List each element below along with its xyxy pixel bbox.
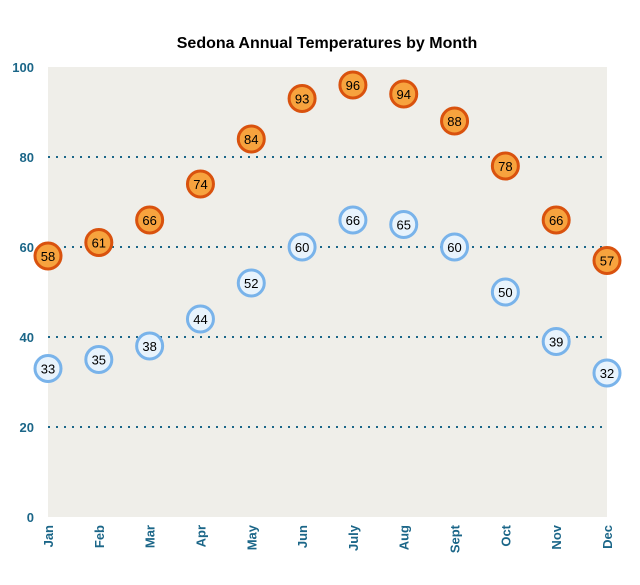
data-point bbox=[338, 70, 368, 100]
data-label: 65 bbox=[396, 218, 410, 233]
data-label: 38 bbox=[142, 339, 156, 354]
data-label: 33 bbox=[41, 362, 55, 377]
x-tick-label: Nov bbox=[549, 524, 564, 549]
data-label: 52 bbox=[244, 276, 258, 291]
y-tick-label: 80 bbox=[20, 150, 34, 165]
data-point bbox=[236, 268, 266, 298]
data-label: 32 bbox=[600, 366, 614, 381]
data-point bbox=[592, 358, 622, 388]
x-tick-label: Apr bbox=[193, 525, 208, 547]
data-label: 61 bbox=[92, 236, 106, 251]
data-point bbox=[33, 241, 63, 271]
x-tick-label: Mar bbox=[143, 525, 158, 548]
data-point bbox=[440, 106, 470, 136]
x-tick-label: Aug bbox=[397, 525, 412, 550]
x-tick-label: May bbox=[244, 524, 259, 550]
data-point bbox=[287, 84, 317, 113]
data-point bbox=[287, 232, 317, 262]
data-point bbox=[338, 205, 368, 235]
data-label: 50 bbox=[498, 285, 512, 300]
data-label: 35 bbox=[92, 353, 106, 368]
data-point bbox=[389, 79, 419, 109]
data-label: 66 bbox=[549, 213, 563, 228]
data-label: 60 bbox=[447, 240, 461, 255]
x-tick-label: Oct bbox=[498, 524, 513, 546]
data-point bbox=[541, 327, 571, 356]
data-point bbox=[490, 277, 520, 307]
data-label: 74 bbox=[193, 177, 207, 192]
data-label: 60 bbox=[295, 240, 309, 255]
data-label: 93 bbox=[295, 92, 309, 107]
data-point bbox=[541, 205, 571, 235]
data-point bbox=[135, 331, 165, 361]
data-point bbox=[490, 151, 520, 181]
data-label: 78 bbox=[498, 159, 512, 174]
data-point bbox=[185, 169, 215, 199]
data-point bbox=[389, 210, 419, 239]
data-label: 58 bbox=[41, 249, 55, 264]
data-point bbox=[135, 205, 165, 235]
data-point bbox=[185, 304, 215, 334]
y-tick-label: 100 bbox=[12, 60, 34, 75]
data-point bbox=[33, 354, 63, 383]
data-point bbox=[440, 232, 470, 262]
y-tick-label: 40 bbox=[20, 330, 34, 345]
x-tick-label: Dec bbox=[600, 525, 615, 549]
data-label: 66 bbox=[346, 213, 360, 228]
data-label: 96 bbox=[346, 78, 360, 93]
data-point bbox=[592, 246, 622, 275]
x-tick-label: Sept bbox=[448, 524, 463, 553]
data-label: 39 bbox=[549, 335, 563, 350]
plot-area bbox=[48, 67, 607, 517]
x-tick-label: Feb bbox=[92, 525, 107, 548]
data-point bbox=[84, 228, 114, 257]
data-label: 57 bbox=[600, 254, 614, 269]
data-label: 66 bbox=[142, 213, 156, 228]
x-tick-label: Jun bbox=[295, 525, 310, 548]
y-tick-label: 20 bbox=[20, 420, 34, 435]
data-label: 94 bbox=[396, 87, 410, 102]
y-tick-label: 0 bbox=[27, 510, 34, 525]
data-label: 84 bbox=[244, 132, 258, 147]
chart-title: Sedona Annual Temperatures by Month bbox=[177, 35, 477, 52]
data-label: 44 bbox=[193, 312, 207, 327]
x-tick-label: July bbox=[346, 524, 361, 551]
x-tick-label: Jan bbox=[41, 525, 56, 547]
y-tick-label: 60 bbox=[20, 240, 34, 255]
data-label: 88 bbox=[447, 114, 461, 129]
data-point bbox=[236, 124, 266, 154]
data-point bbox=[84, 345, 114, 374]
